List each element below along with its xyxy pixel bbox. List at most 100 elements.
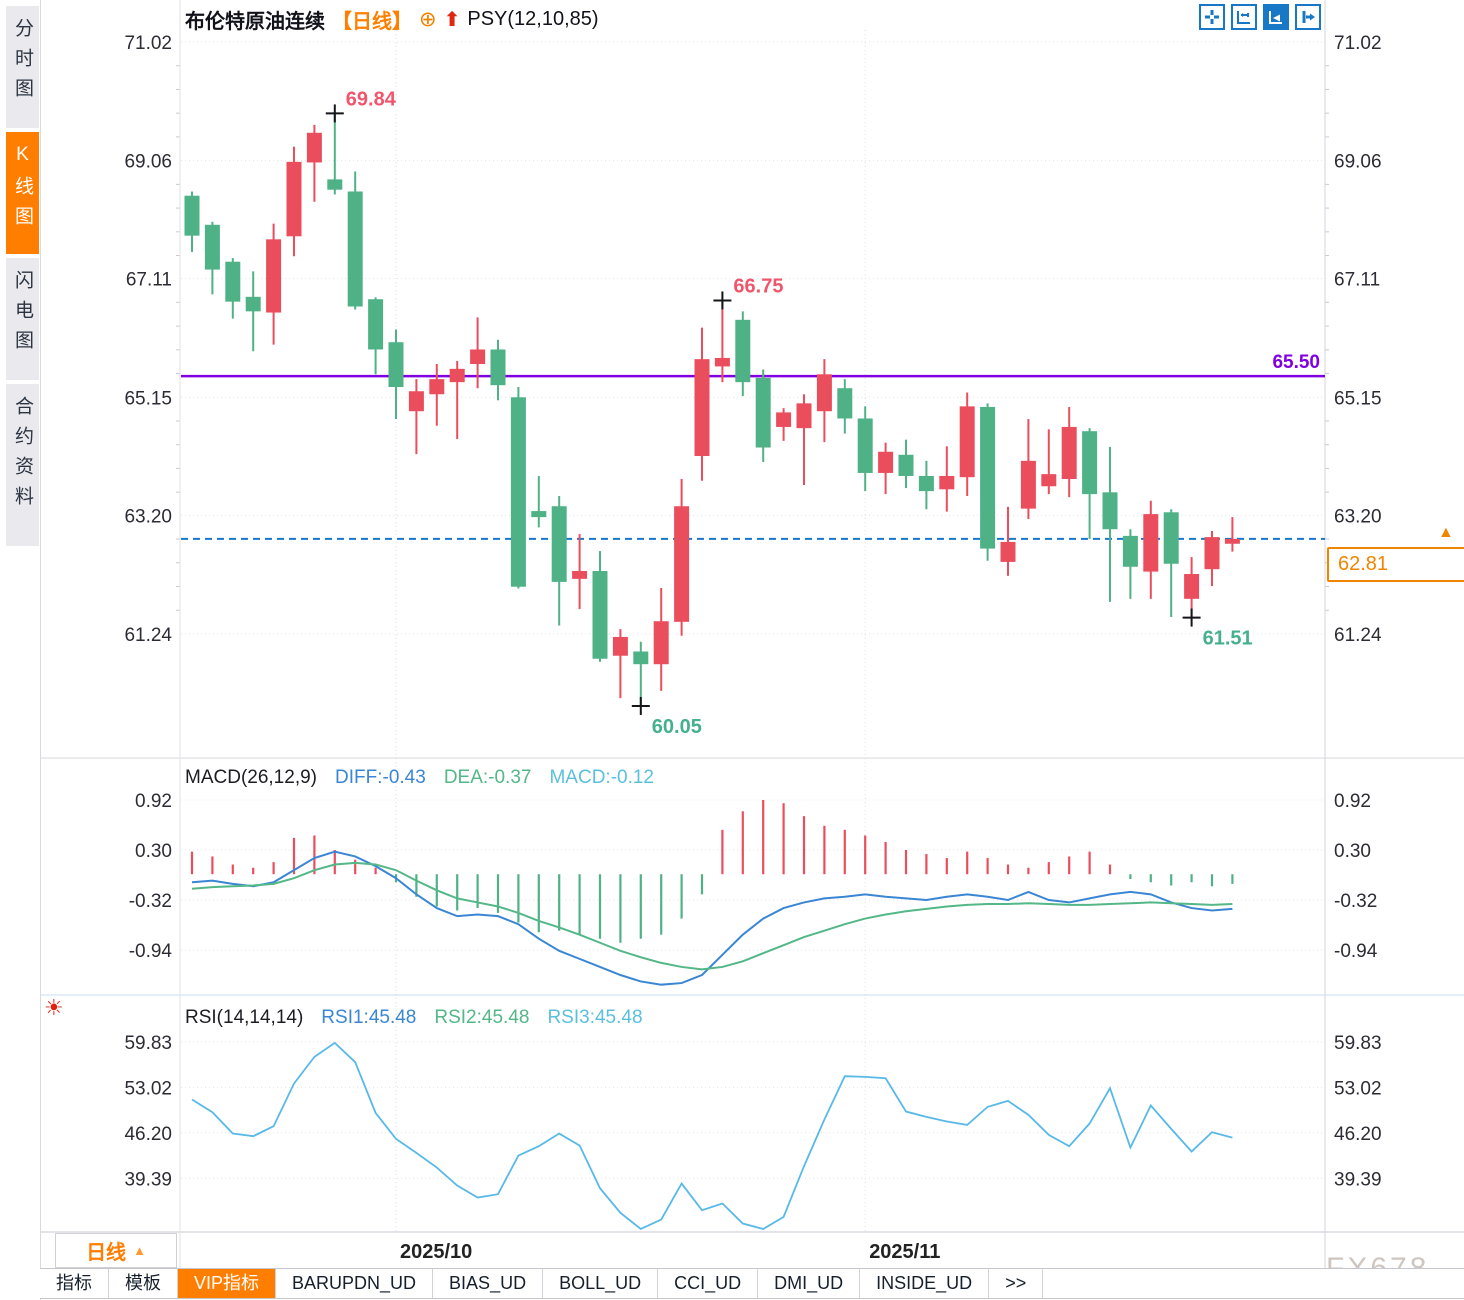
candle-7 <box>327 179 343 190</box>
sidebar-tab-timeline[interactable]: 分时图 <box>6 6 39 128</box>
candle-36 <box>918 475 934 492</box>
rsi1-value: RSI1:45.48 <box>321 1007 417 1028</box>
candle-8 <box>347 191 363 307</box>
rsi2-value: RSI2:45.48 <box>434 1007 530 1028</box>
macd-dea-value: DEA:-0.37 <box>443 767 532 788</box>
svg-text:65.15: 65.15 <box>124 388 172 409</box>
pan-icon[interactable] <box>1199 4 1225 30</box>
macd-dea-line <box>191 861 1233 971</box>
candle-42 <box>1041 474 1057 487</box>
sidebar-tab-label: 闪电图 <box>12 270 33 360</box>
indicator-tab-1[interactable]: 模板 <box>109 1269 178 1298</box>
candle-37 <box>939 475 955 490</box>
grid-layer <box>40 0 1464 1268</box>
svg-text:53.02: 53.02 <box>124 1078 172 1099</box>
candle-34 <box>878 451 894 473</box>
indicator-psy-label[interactable]: PSY(12,10,85) <box>467 8 599 30</box>
candle-44 <box>1082 431 1098 495</box>
indicator-tab-8[interactable]: INSIDE_UD <box>860 1269 990 1298</box>
candle-18 <box>551 506 567 582</box>
indicator-tab-3[interactable]: BARUPDN_UD <box>276 1269 434 1298</box>
candle-49 <box>1184 574 1200 599</box>
candle-1 <box>204 224 220 270</box>
sidebar-tab-label: 分时图 <box>12 18 33 108</box>
candle-13 <box>449 368 465 383</box>
chart-toolbar <box>1199 4 1321 30</box>
svg-text:65.15: 65.15 <box>1334 388 1382 409</box>
candle-5 <box>286 161 302 237</box>
indicator-tab-4[interactable]: BIAS_UD <box>433 1269 544 1298</box>
svg-text:39.39: 39.39 <box>124 1169 172 1190</box>
svg-text:46.20: 46.20 <box>1334 1124 1382 1145</box>
candle-50 <box>1204 537 1220 570</box>
candle-14 <box>470 349 486 364</box>
collapse-right-icon[interactable] <box>1295 4 1321 30</box>
candle-27 <box>735 319 751 383</box>
indicator-tab-6[interactable]: CCI_UD <box>658 1269 759 1298</box>
rsi3-value: RSI3:45.48 <box>547 1007 643 1028</box>
symbol-name: 布伦特原油连续 <box>185 11 325 33</box>
candle-9 <box>368 299 384 350</box>
chevron-up-icon: ▲ <box>133 1243 146 1258</box>
svg-text:71.02: 71.02 <box>124 33 172 54</box>
annotation-layer: 65.50 69.84 66.75 60.05 61.51 <box>325 88 1320 738</box>
indicator-tab-0[interactable]: 指标 <box>40 1269 109 1298</box>
candle-45 <box>1102 492 1118 530</box>
last-price-tag: 62.81 <box>1327 547 1464 582</box>
candle-40 <box>1000 541 1016 562</box>
macd-value: MACD:-0.12 <box>549 767 654 788</box>
candle-38 <box>959 406 975 478</box>
candle-24 <box>674 506 690 622</box>
candle-23 <box>653 621 669 665</box>
candle-51 <box>1224 538 1240 544</box>
indicator-tab-5[interactable]: BOLL_UD <box>543 1269 659 1298</box>
sidebar-tab-label: 合约资料 <box>12 396 33 516</box>
candle-25 <box>694 359 710 456</box>
candle-12 <box>429 379 445 395</box>
sidebar-tab-contract-info[interactable]: 合约资料 <box>6 384 39 546</box>
macd-name: MACD(26,12,9) <box>185 767 317 788</box>
axis-scale-icon[interactable] <box>1231 4 1257 30</box>
add-compare-icon[interactable]: ⊕ <box>419 8 437 31</box>
axis-pointer-icon[interactable] <box>1263 4 1289 30</box>
period-selector[interactable]: 日线 ▲ <box>55 1233 177 1268</box>
svg-text:0.92: 0.92 <box>135 791 172 812</box>
candle-35 <box>898 454 914 476</box>
indicator-tab-bar: 指标 模板 VIP指标 BARUPDN_UD BIAS_UD BOLL_UD CCI_UD D… <box>40 1268 1464 1299</box>
chart-title-bar: 布伦特原油连续 【日线】 ⊕ ⬆ PSY(12,10,85) <box>185 5 599 34</box>
price-up-arrow-icon: ▲ <box>1438 524 1454 541</box>
period-selector-label: 日线 <box>86 1242 127 1264</box>
sidebar-tab-kline[interactable]: K线图 <box>6 132 39 254</box>
svg-text:0.30: 0.30 <box>135 841 172 862</box>
candle-47 <box>1143 514 1159 572</box>
candle-33 <box>857 418 873 473</box>
svg-text:53.02: 53.02 <box>1334 1078 1382 1099</box>
macd-diff-line <box>191 850 1233 986</box>
svg-text:-0.94: -0.94 <box>1334 941 1378 962</box>
x-axis-label: 2025/11 <box>869 1241 940 1263</box>
price-annotation: 60.05 <box>652 716 702 738</box>
indicator-tab-9[interactable]: >> <box>989 1269 1044 1298</box>
chart-canvas[interactable]: 65.50 69.84 66.75 60.05 61.51 71.02 71.02 69.06… <box>0 0 1464 1268</box>
svg-text:59.83: 59.83 <box>1334 1033 1382 1054</box>
up-arrow-icon: ⬆ <box>443 8 461 31</box>
svg-text:46.20: 46.20 <box>124 1124 172 1145</box>
candle-48 <box>1163 512 1179 564</box>
svg-text:69.06: 69.06 <box>1334 152 1382 173</box>
indicator-tab-2[interactable]: VIP指标 <box>178 1269 277 1298</box>
svg-text:71.02: 71.02 <box>1334 33 1382 54</box>
svg-text:39.39: 39.39 <box>1334 1169 1382 1190</box>
indicator-tab-7[interactable]: DMI_UD <box>758 1269 861 1298</box>
candle-20 <box>592 570 608 659</box>
svg-text:-0.94: -0.94 <box>129 941 173 962</box>
series-layer <box>181 113 1325 1231</box>
sidebar-tab-flash[interactable]: 闪电图 <box>6 258 39 380</box>
candle-3 <box>245 296 261 312</box>
alert-sun-icon[interactable]: ☀ <box>44 995 64 1020</box>
axis-label-layer: 71.02 71.02 69.06 69.06 67.11 67.11 65.15 65.15… <box>124 33 1382 1263</box>
svg-text:61.24: 61.24 <box>124 625 172 646</box>
period-badge[interactable]: 【日线】 <box>332 11 412 33</box>
svg-text:67.11: 67.11 <box>1334 270 1380 291</box>
svg-text:63.20: 63.20 <box>1334 506 1382 527</box>
